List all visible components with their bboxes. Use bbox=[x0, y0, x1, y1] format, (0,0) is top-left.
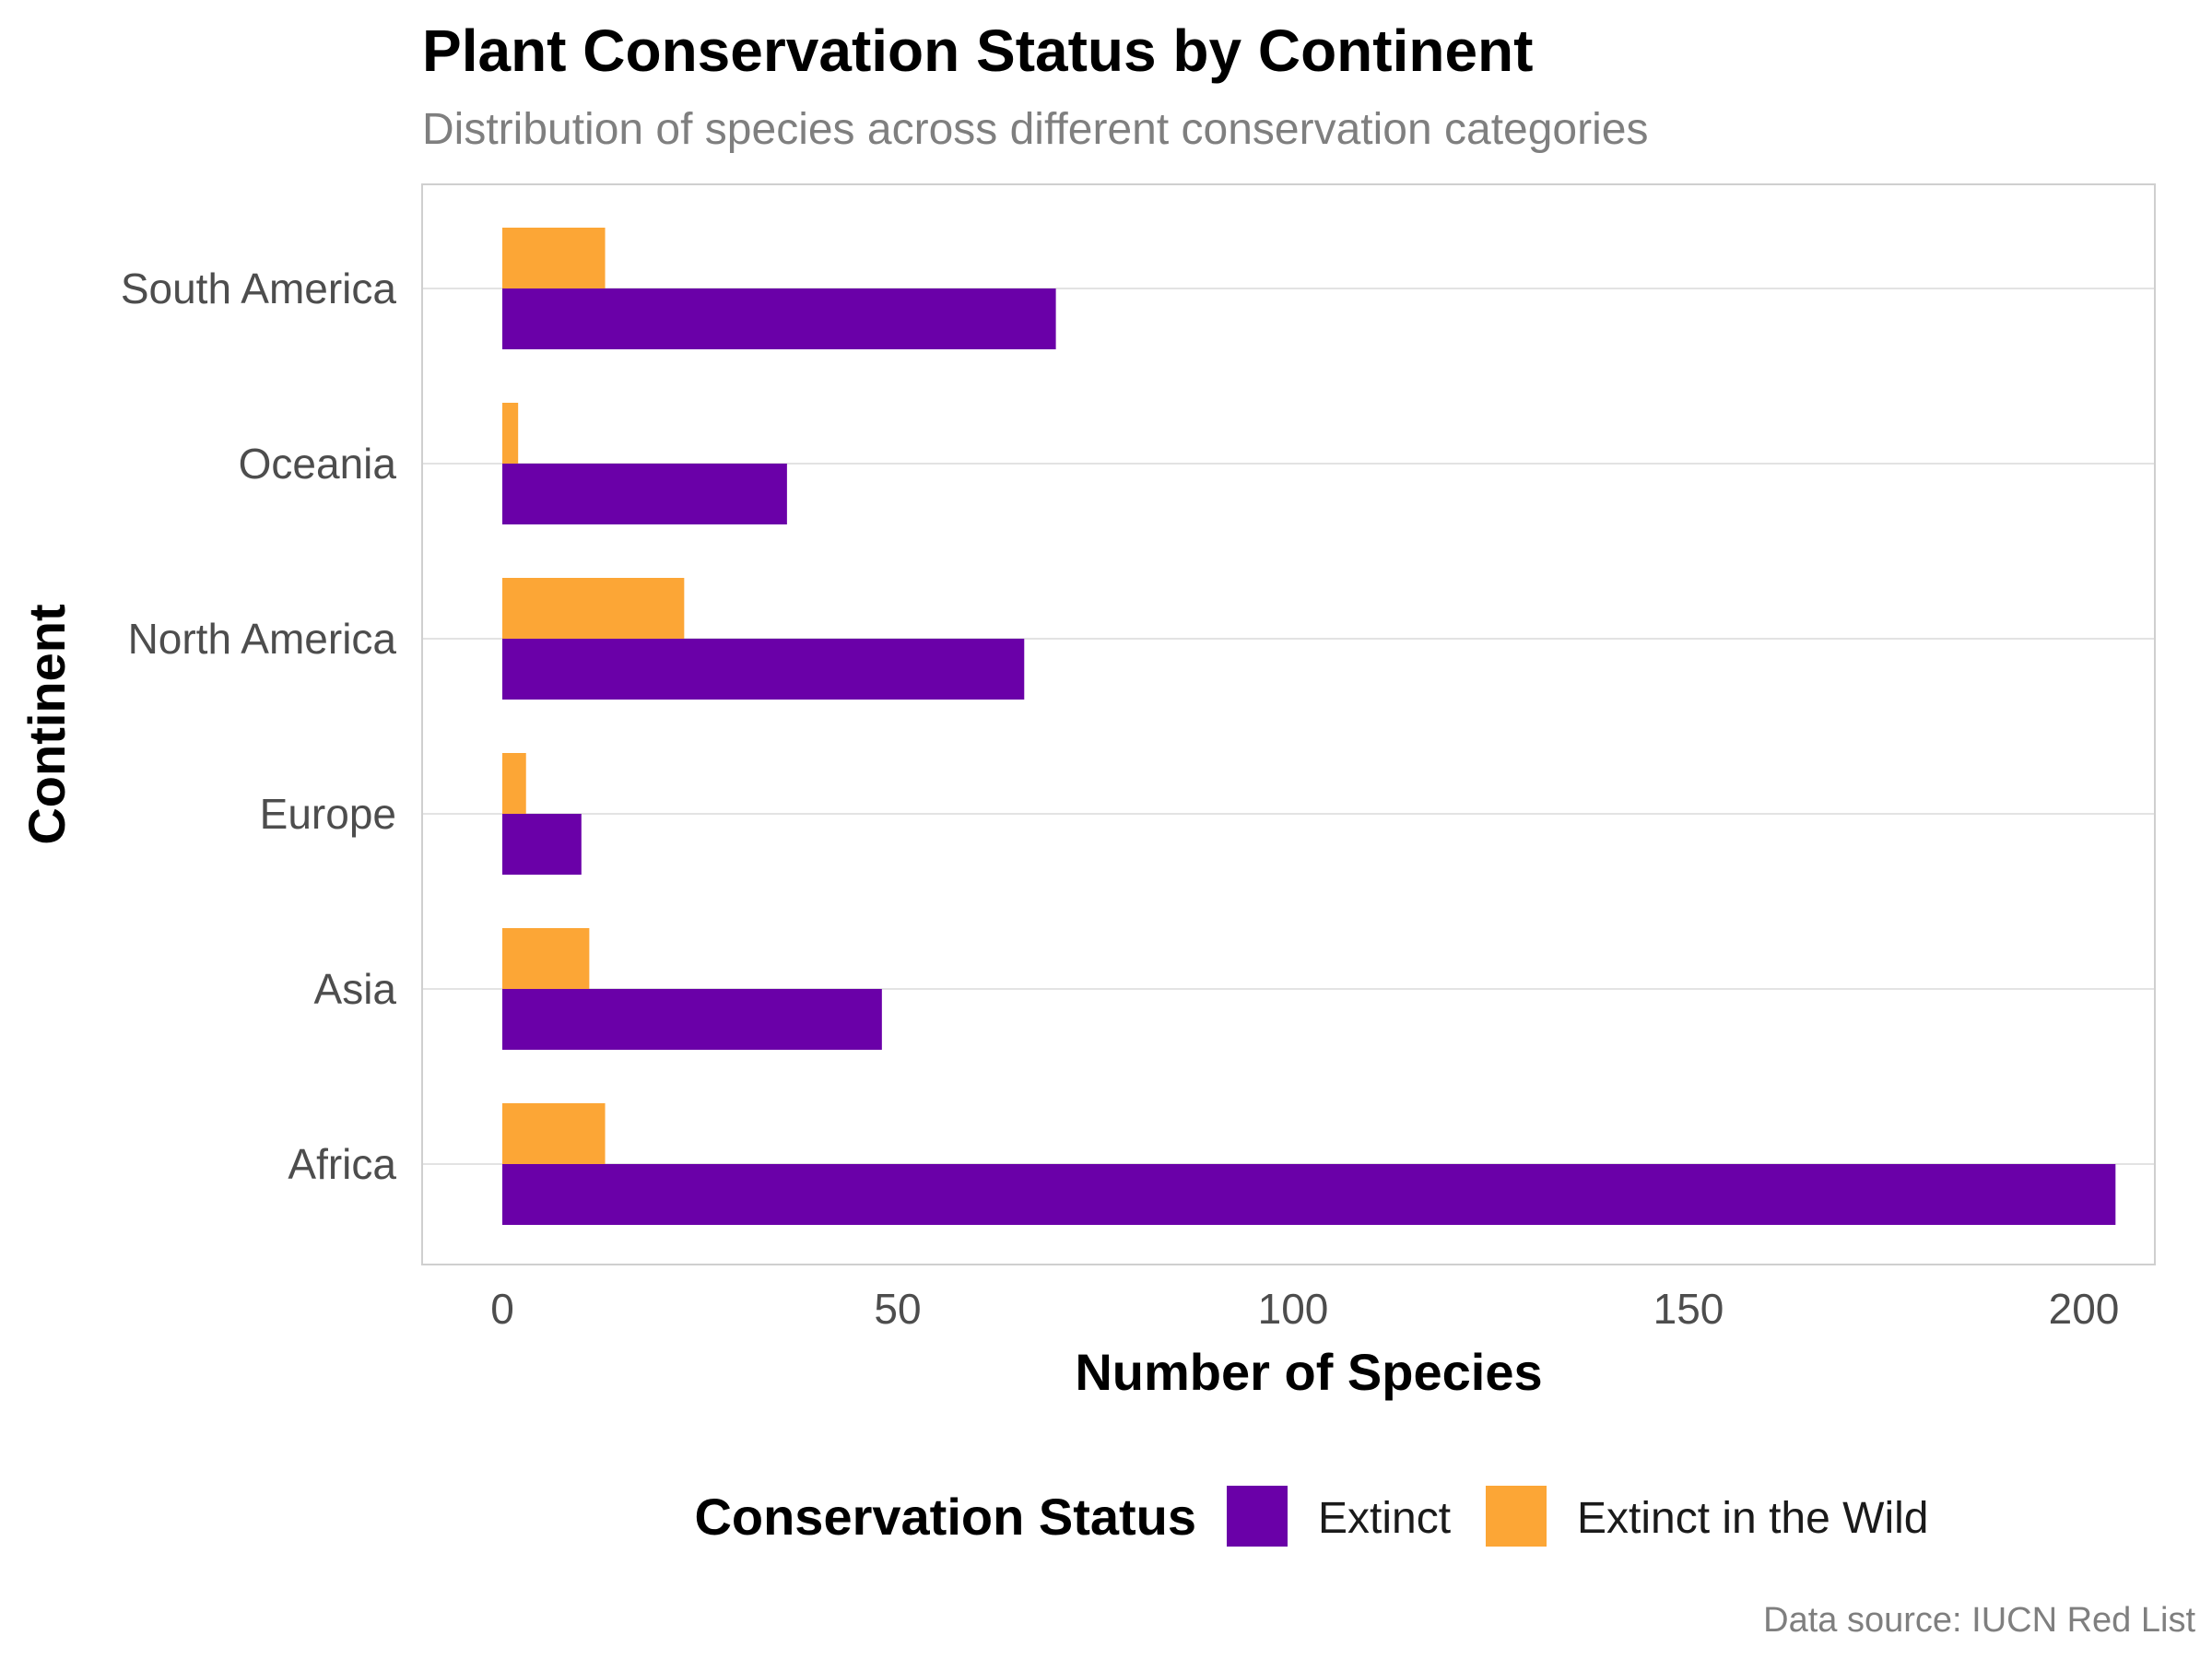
legend-swatch-extinct-in-the-wild bbox=[1486, 1486, 1547, 1547]
y-tick-label: North America bbox=[128, 615, 397, 663]
bar-extinct-africa bbox=[502, 1164, 2116, 1225]
bar-extinct-in-the-wild-oceania bbox=[502, 403, 519, 464]
y-tick-label: South America bbox=[121, 265, 397, 312]
legend: Conservation Status Extinct Extinct in t… bbox=[694, 1486, 1928, 1547]
y-tick-label: Europe bbox=[260, 790, 396, 838]
chart-subtitle: Distribution of species across different… bbox=[422, 105, 1648, 154]
bar-extinct-north-america bbox=[502, 639, 1025, 700]
x-tick-label: 150 bbox=[1653, 1285, 1724, 1333]
bars bbox=[502, 228, 2116, 1225]
bar-extinct-south-america bbox=[502, 288, 1056, 349]
legend-label-extinct: Extinct bbox=[1318, 1494, 1451, 1543]
bar-extinct-asia bbox=[502, 989, 882, 1050]
caption: Data source: IUCN Red List bbox=[1763, 1601, 2195, 1640]
bar-extinct-in-the-wild-north-america bbox=[502, 578, 685, 639]
bar-extinct-in-the-wild-asia bbox=[502, 928, 590, 989]
x-axis-title: Number of Species bbox=[1075, 1343, 1542, 1401]
x-tick-label: 50 bbox=[874, 1285, 921, 1333]
legend-swatch-extinct bbox=[1227, 1486, 1288, 1547]
legend-title: Conservation Status bbox=[694, 1488, 1196, 1546]
y-tick-label: Africa bbox=[288, 1140, 396, 1188]
bar-extinct-in-the-wild-africa bbox=[502, 1103, 606, 1164]
chart-title: Plant Conservation Status by Continent bbox=[422, 18, 1533, 84]
y-tick-label: Asia bbox=[314, 965, 397, 1013]
x-tick-label: 0 bbox=[490, 1285, 514, 1333]
y-axis-title: Continent bbox=[18, 604, 76, 844]
y-axis-tick-labels: Africa Asia Europe North America Oceania Sout… bbox=[121, 265, 397, 1188]
bar-extinct-in-the-wild-europe bbox=[502, 753, 526, 814]
x-tick-label: 100 bbox=[1258, 1285, 1329, 1333]
x-tick-label: 200 bbox=[2049, 1285, 2120, 1333]
bar-extinct-europe bbox=[502, 814, 582, 875]
bar-extinct-in-the-wild-south-america bbox=[502, 228, 606, 288]
bar-extinct-oceania bbox=[502, 464, 787, 524]
plot-panel bbox=[421, 183, 2156, 1265]
x-axis-tick-labels: 0 50 100 150 200 bbox=[490, 1285, 2119, 1333]
legend-label-extinct-in-the-wild: Extinct in the Wild bbox=[1577, 1494, 1928, 1543]
y-tick-label: Oceania bbox=[239, 440, 397, 488]
